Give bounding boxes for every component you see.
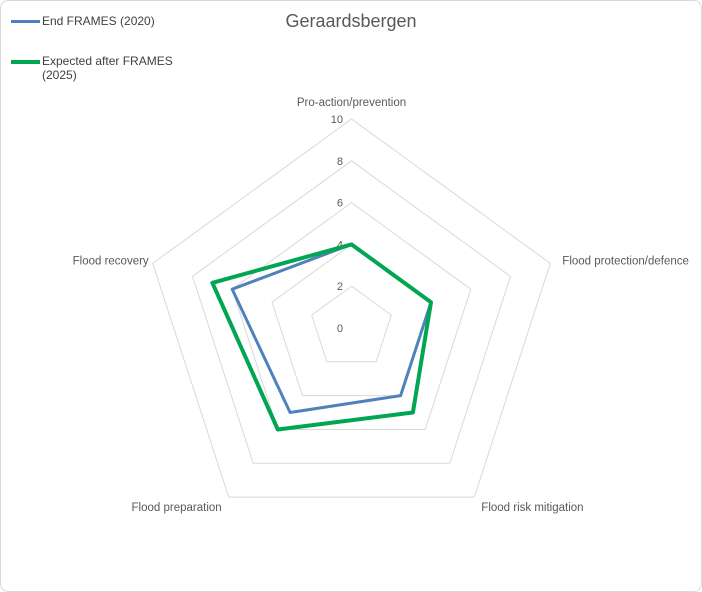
tick-label-4: 4: [337, 239, 343, 251]
tick-label-8: 8: [337, 156, 343, 168]
tick-label-2: 2: [337, 281, 343, 293]
legend: End FRAMES (2020) Expected after FRAMES …: [11, 14, 192, 82]
tick-label-10: 10: [331, 114, 343, 126]
tick-label-0: 0: [337, 323, 343, 335]
legend-label-series2: Expected after FRAMES (2025): [42, 54, 173, 82]
grid-ring-2: [311, 285, 392, 363]
legend-item-end-frames: End FRAMES (2020): [11, 14, 192, 28]
tick-label-6: 6: [337, 198, 343, 210]
category-label-5: Flood recovery: [73, 255, 149, 267]
category-label-2: Flood protection/defence: [562, 255, 689, 267]
grid-ring-8: [191, 160, 512, 464]
series-polygon-2: [210, 242, 433, 432]
grid-ring-6: [231, 201, 472, 430]
category-label-1: Pro-action/prevention: [297, 97, 406, 109]
category-label-4: Flood preparation: [132, 502, 222, 514]
grid-ring-10: [152, 118, 551, 498]
chart-title: Geraardsbergen: [285, 11, 417, 31]
legend-item-expected-after-frames: Expected after FRAMES (2025): [11, 54, 192, 82]
legend-label-series1: End FRAMES (2020): [42, 14, 155, 28]
series2-line-swatch: [11, 60, 40, 64]
series1-line-swatch: [11, 20, 40, 23]
category-label-3: Flood risk mitigation: [481, 502, 583, 514]
